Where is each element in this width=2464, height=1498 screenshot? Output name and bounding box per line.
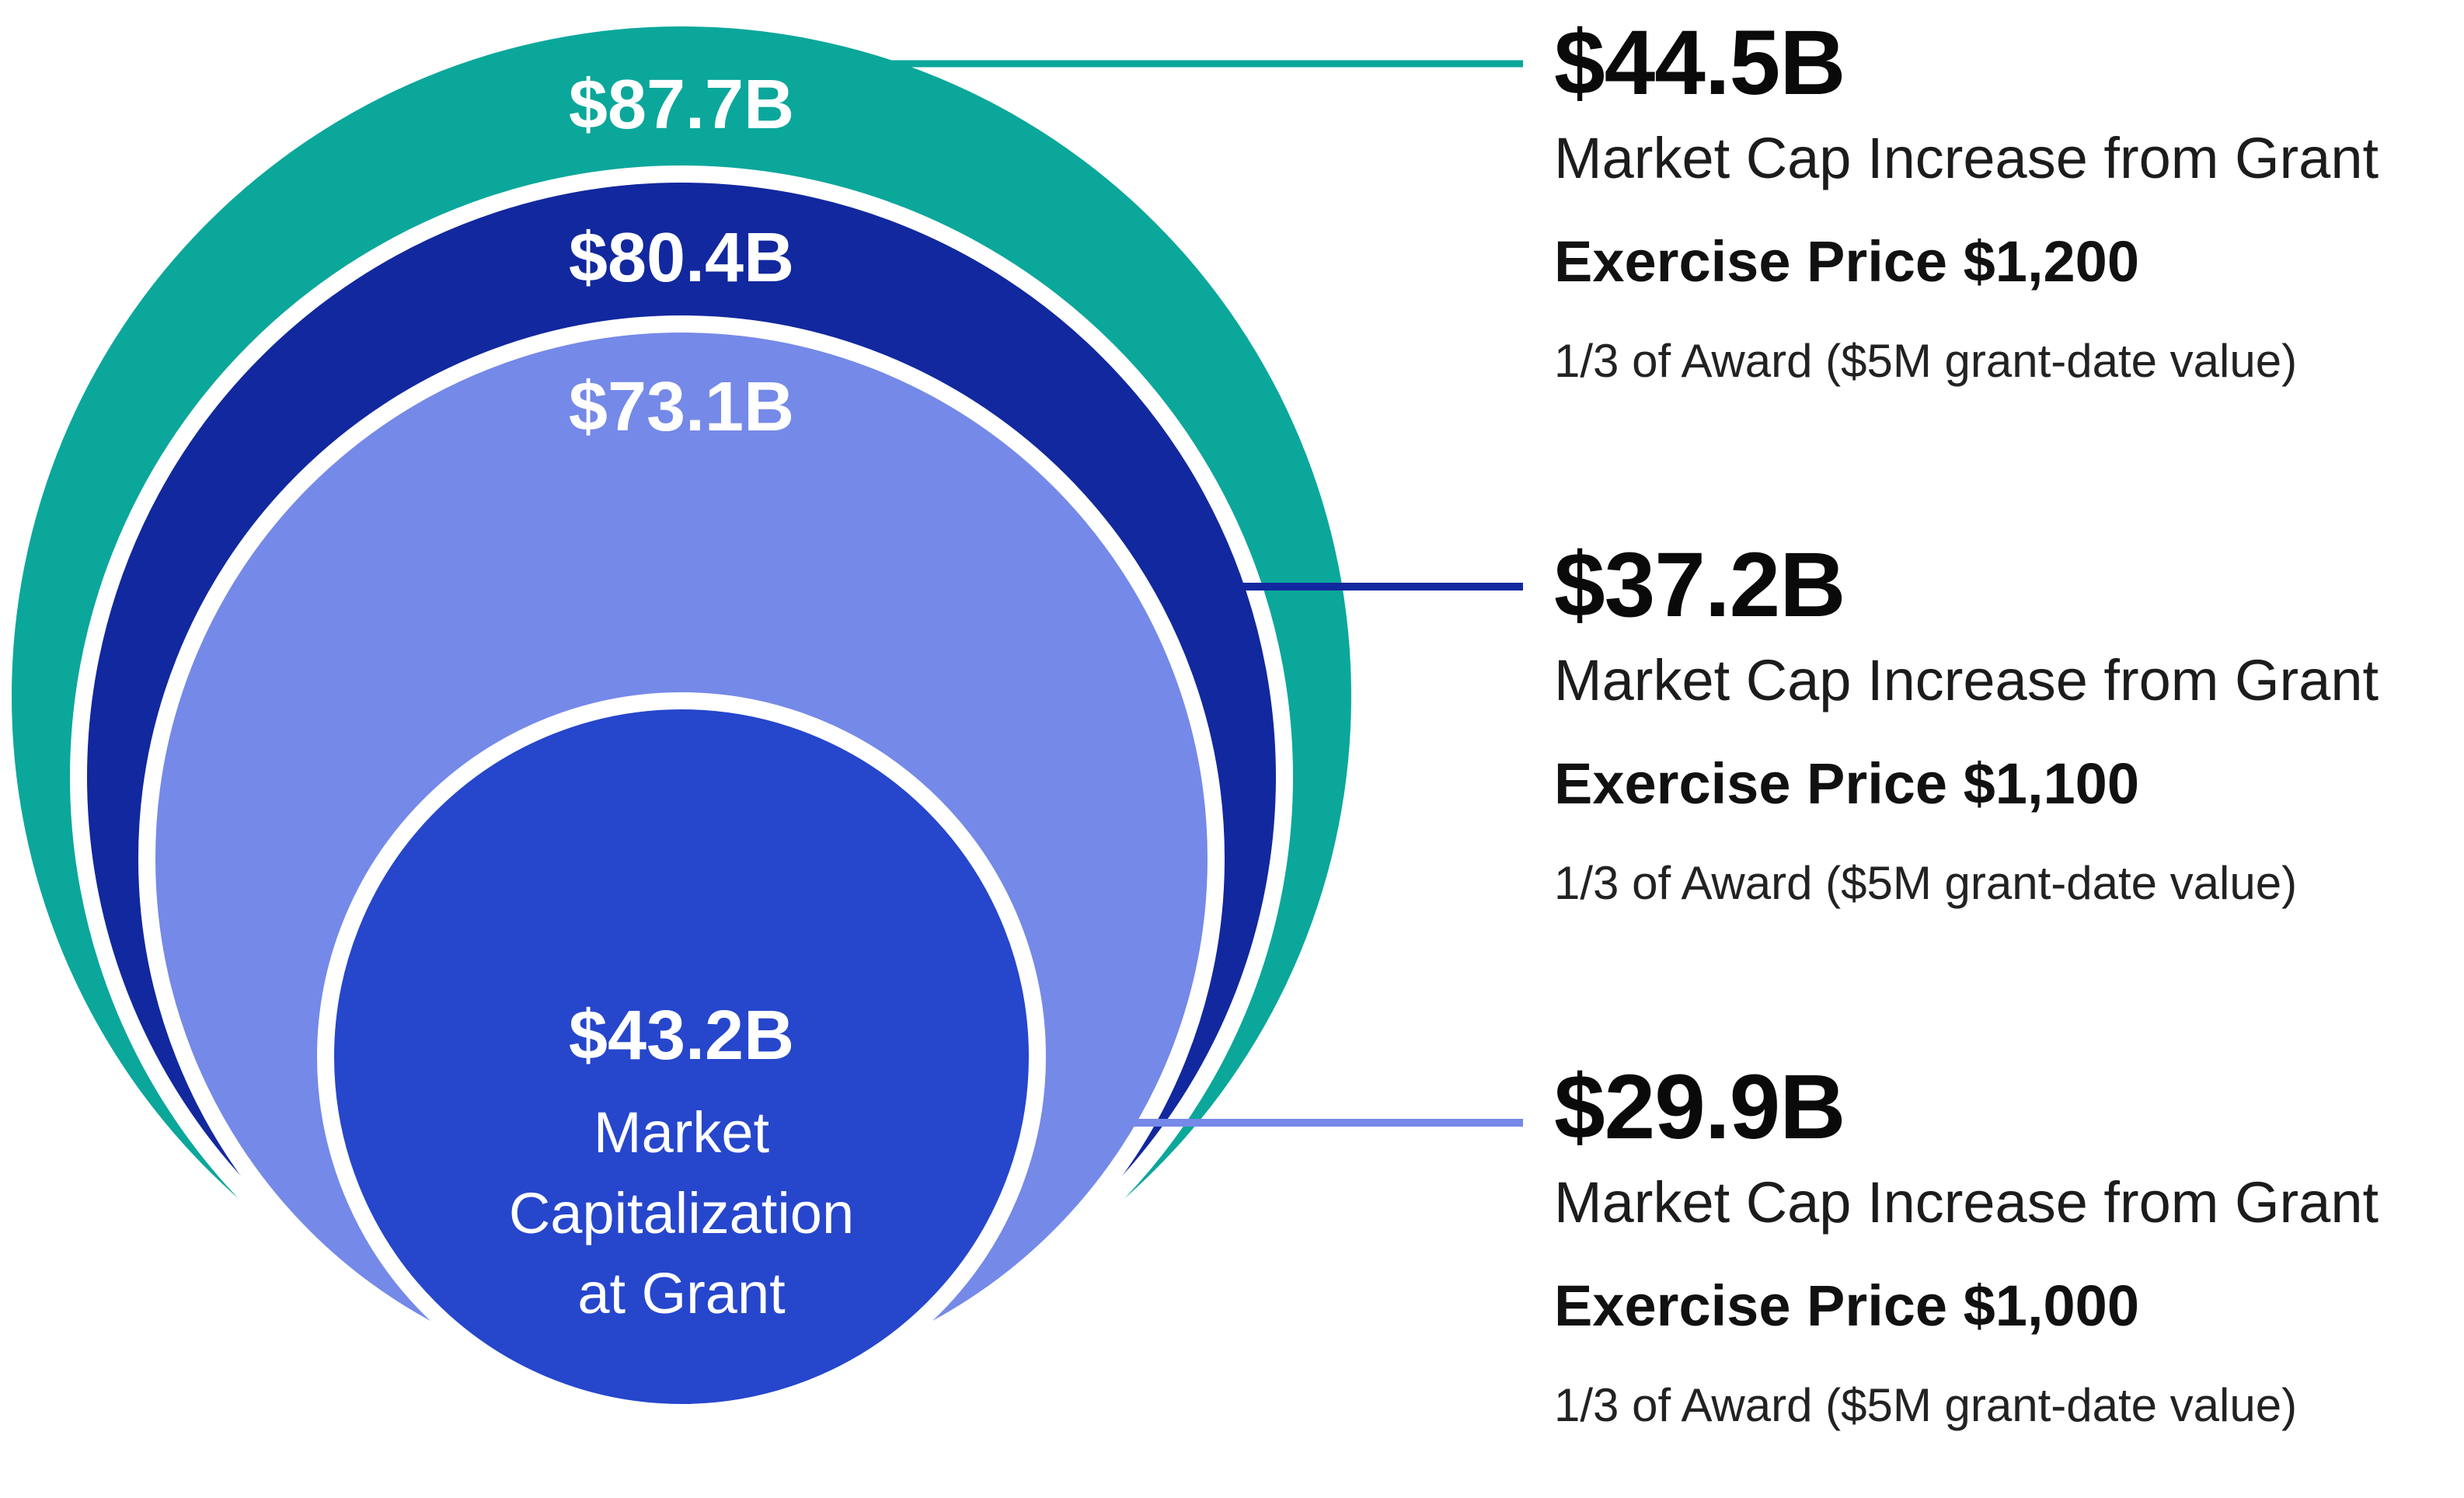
ring-value-outer: $87.7B — [568, 66, 795, 144]
callout-exercise-price: Exercise Price $1,000 — [1554, 1273, 2139, 1338]
callout-award-note: 1/3 of Award ($5M grant-date value) — [1554, 335, 2298, 388]
callout-exercise-price: Exercise Price $1,100 — [1554, 751, 2139, 816]
callout-exercise-price-1200: $44.5B Market Cap Increase from Grant Ex… — [1554, 12, 2455, 389]
inner-circle-caption-line-2: Capitalization — [508, 1180, 855, 1245]
callout-award-note: 1/3 of Award ($5M grant-date value) — [1554, 1379, 2298, 1432]
callout-description: Market Cap Increase from Grant — [1554, 125, 2379, 190]
callout-headline: $29.9B — [1554, 1056, 1846, 1158]
callout-award-note: 1/3 of Award ($5M grant-date value) — [1554, 857, 2298, 910]
callout-description: Market Cap Increase from Grant — [1554, 1169, 2379, 1235]
inner-circle-label-group: $43.2B Market Capitalization at Grant — [410, 1001, 953, 1334]
circle-market-cap-at-grant — [317, 692, 1046, 1421]
callout-exercise-price-1100: $37.2B Market Cap Increase from Grant Ex… — [1554, 534, 2455, 911]
callout-exercise-price: Exercise Price $1,200 — [1554, 228, 2139, 294]
inner-circle-caption-line-1: Market — [593, 1100, 770, 1165]
callout-exercise-price-1000: $29.9B Market Cap Increase from Grant Ex… — [1554, 1056, 2455, 1434]
callout-description: Market Cap Increase from Grant — [1554, 647, 2379, 712]
inner-circle-caption-line-3: at Grant — [577, 1261, 786, 1326]
callout-headline: $37.2B — [1554, 534, 1846, 636]
callout-headline: $44.5B — [1554, 12, 1846, 114]
ring-value-middle: $80.4B — [568, 219, 795, 297]
ring-value-inner-ring: $73.1B — [568, 368, 795, 446]
inner-circle-value: $43.2B — [568, 997, 795, 1075]
